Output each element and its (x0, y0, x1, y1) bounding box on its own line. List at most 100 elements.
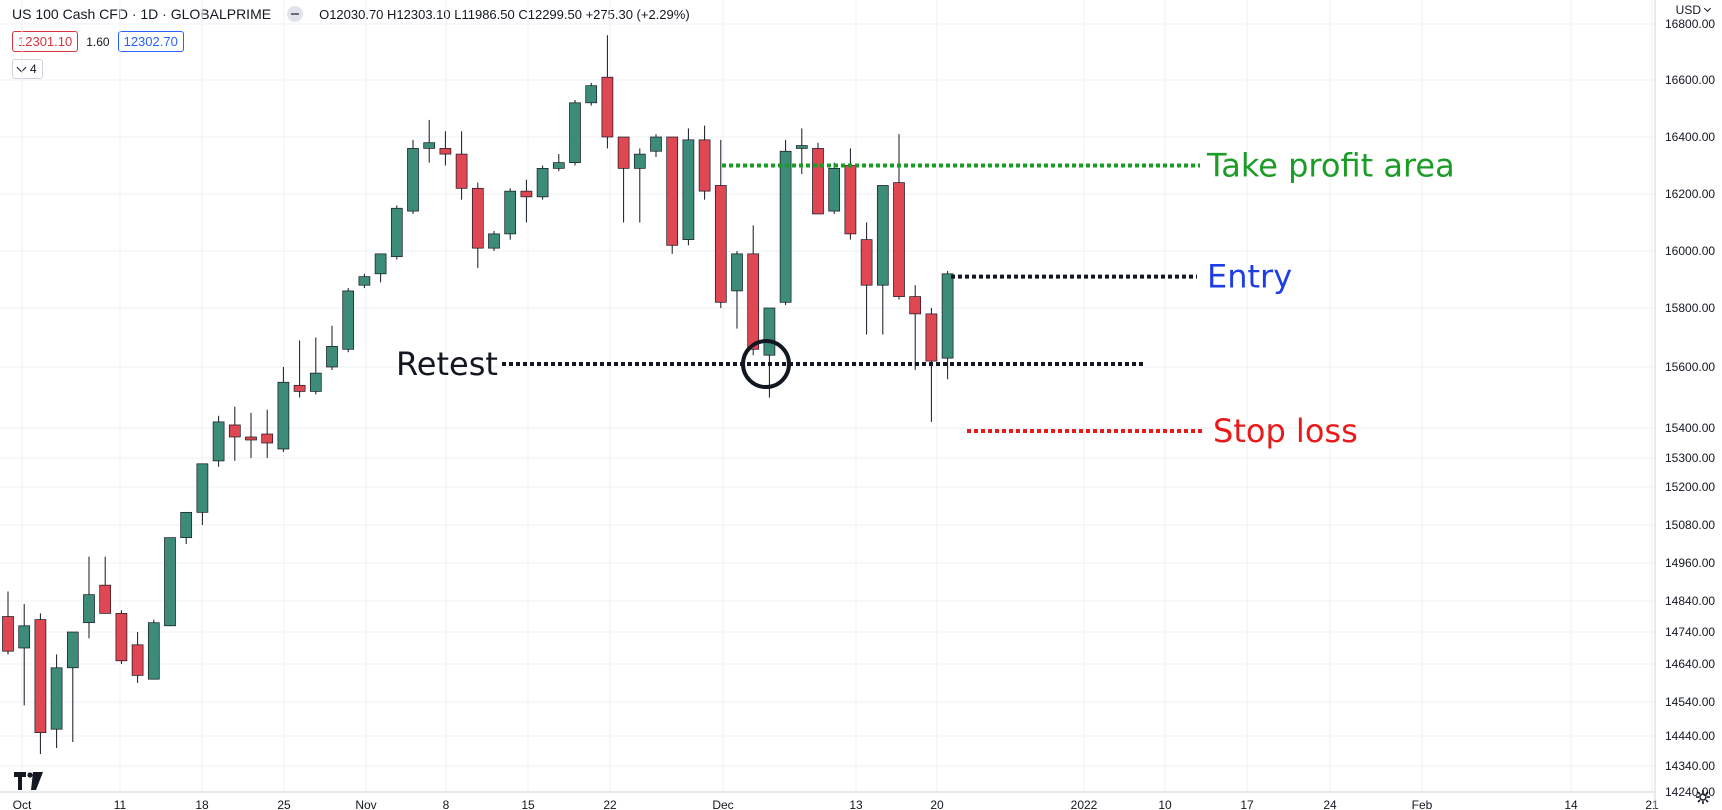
sell-price-button[interactable]: 12301.10 (12, 31, 79, 52)
candle (763, 307, 776, 398)
candle (326, 325, 338, 371)
indicators-toggle[interactable]: 4 (12, 59, 43, 79)
candle (50, 654, 63, 748)
y-tick-label: 14540.00 (1665, 695, 1715, 709)
candle-body (747, 253, 760, 350)
candle-body (666, 136, 679, 246)
take-profit-label: Take profit area (1206, 147, 1455, 185)
candle-body (390, 207, 403, 258)
candle (277, 367, 290, 452)
y-tick-label: 14740.00 (1665, 625, 1715, 639)
candle-body (455, 153, 468, 189)
y-tick-label: 16800.00 (1665, 17, 1715, 31)
candle-body (407, 148, 419, 212)
candle-body (860, 239, 873, 286)
candle-body (520, 190, 533, 198)
candle (83, 556, 95, 639)
candle (212, 415, 225, 467)
buy-price-button[interactable]: 12302.70 (117, 31, 184, 52)
candle-body (358, 276, 371, 286)
x-tick-label: Oct (13, 798, 32, 810)
candle (601, 35, 614, 149)
candle-body (633, 153, 646, 169)
x-tick-label: Dec (712, 798, 733, 810)
candle-body (714, 185, 727, 303)
candle (293, 340, 306, 398)
candle-body (245, 436, 257, 441)
hide-legend-icon[interactable] (287, 6, 304, 22)
candle-body (228, 424, 241, 438)
candle (633, 148, 646, 223)
candle (115, 610, 128, 664)
x-tick-label: 18 (195, 798, 209, 810)
y-tick-label: 15300.00 (1665, 451, 1715, 465)
y-tick-label: 16600.00 (1665, 73, 1715, 87)
grid (0, 0, 1655, 792)
x-tick-label: 2022 (1071, 798, 1098, 810)
candle-body (552, 162, 565, 169)
candle (99, 556, 112, 614)
candle (471, 182, 484, 269)
candle (812, 142, 824, 215)
candle (423, 119, 436, 163)
y-tick-label: 15800.00 (1665, 301, 1715, 315)
candle (617, 136, 630, 223)
candle (552, 154, 565, 172)
candle (374, 253, 387, 283)
symbol-title[interactable]: US 100 Cash CFD · 1D · GLOBALPRIME (12, 6, 272, 22)
x-tick-label: Nov (355, 798, 376, 810)
candle (714, 139, 727, 308)
candle-body (374, 253, 387, 275)
tradingview-logo-icon (14, 772, 43, 790)
candle-body (471, 187, 484, 249)
retest-circle (741, 339, 791, 390)
candle-body (682, 139, 695, 240)
candle-body (893, 182, 905, 297)
candle (488, 231, 500, 251)
stop-loss-label: Stop loss (1213, 412, 1358, 450)
candle-body (115, 613, 128, 662)
candle (941, 270, 954, 380)
candle-body (650, 136, 662, 152)
candle-body (439, 148, 452, 155)
candle-body (196, 463, 209, 513)
candle (747, 225, 760, 356)
candle (196, 463, 209, 525)
x-tick-label: 11 (114, 798, 127, 810)
candle-body (212, 421, 225, 462)
candle-body (731, 253, 743, 292)
y-tick-label: 15400.00 (1665, 421, 1715, 435)
candle (455, 131, 468, 200)
gear-icon[interactable] (1696, 790, 1710, 804)
candle (66, 631, 79, 742)
y-tick-label: 16200.00 (1665, 187, 1715, 201)
candle (909, 285, 922, 371)
entry-label: Entry (1207, 258, 1292, 296)
candle-body (925, 313, 938, 362)
candle-body (293, 384, 306, 392)
x-tick-label: 13 (849, 798, 863, 810)
x-tick-label: 10 (1158, 798, 1172, 810)
candle-body (536, 168, 549, 198)
candle-body (909, 296, 922, 315)
candle-body (488, 233, 500, 249)
candle (131, 632, 144, 683)
candle-body (66, 631, 79, 669)
x-tick-label: 21 (1645, 798, 1659, 810)
candle (731, 251, 743, 329)
candle (34, 613, 47, 754)
currency-selector[interactable]: USD (1676, 3, 1712, 17)
candle-body (277, 381, 290, 450)
x-tick-label: 8 (443, 798, 450, 810)
candle (358, 273, 371, 289)
candle (2, 591, 14, 655)
candle (698, 125, 711, 200)
candle (180, 511, 193, 544)
candle-body (585, 85, 598, 104)
y-tick-label: 14960.00 (1665, 556, 1715, 570)
candle (18, 604, 31, 706)
retest-label: Retest (396, 345, 498, 383)
candle-body (309, 372, 322, 392)
candle-body (261, 433, 274, 444)
